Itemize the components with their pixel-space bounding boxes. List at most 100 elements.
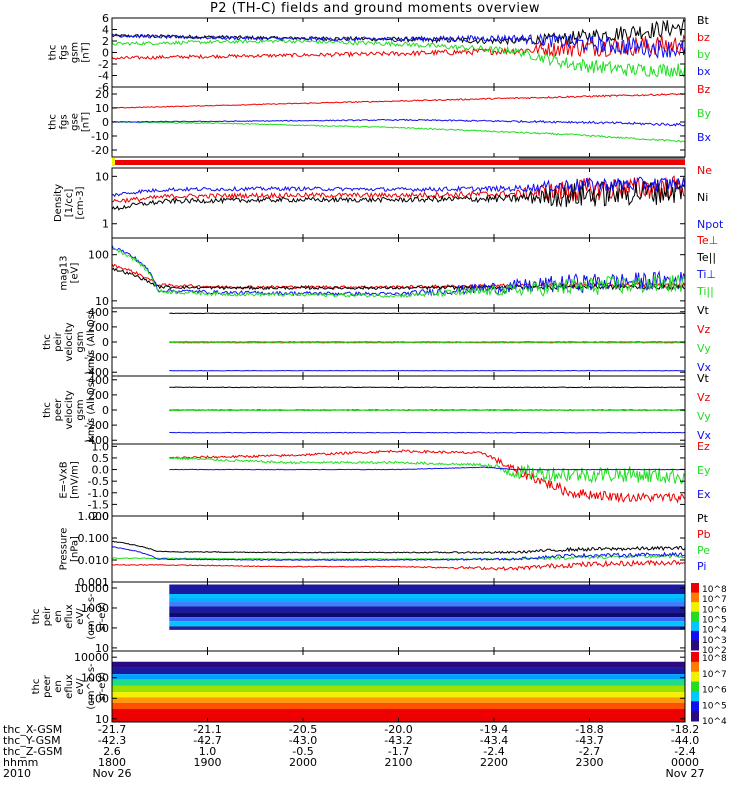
ytick-label-fgs_gsm-6: -6 [98,81,109,94]
ytick-label-density-0: 10 [95,170,109,183]
panel-pressure [111,540,686,572]
colorbar-tick-peer_en_eflux-3: 10^5 [702,701,727,711]
series-line-pressure-0 [111,540,686,554]
ylabel-density-0: Density [53,184,64,222]
axis-row-label-0: thc_X-GSM [3,723,62,736]
legend-fgs_gsm-2: by [697,48,711,61]
ytick-label-peir_velocity-4: -400 [84,366,109,379]
ylabel-peer_en_eflux-6: sr-eV) [97,672,108,701]
axis-value-3-5: 2300 [576,756,604,769]
axis-value-2-3: -1.7 [388,745,409,758]
axis-value-3-3: 2100 [385,756,413,769]
ytick-label-peir_velocity-0: 400 [88,306,109,319]
ytick-label-density-1: 1 [102,218,109,231]
heatmap-band [112,702,685,710]
ytick-label-efield-5: -1.5 [88,498,109,511]
ytick-label-peir_en_eflux-0: 10000 [74,582,109,595]
ytick-label-peer_velocity-2: 0 [102,404,109,417]
heatmap-band [112,697,685,703]
ytick-label-temperature-1: 10 [95,295,109,308]
panel-frame [111,86,686,158]
axis-value-3-2: 2000 [289,756,317,769]
legend-peir_velocity-0: Vt [697,304,710,317]
heatmap-band [169,612,686,618]
heatmap-band [112,709,685,722]
ylabel-peir_velocity-2: velocity [64,322,75,361]
ylabel-fgs_gsm-1: fgs [59,45,70,60]
series-line-density-1 [111,179,686,211]
legend-efield-2: Ex [697,488,711,501]
ylabel-peir_velocity-0: thc [42,334,53,350]
ytick-label-fgs_gsm-3: 0 [102,47,109,60]
legend-fgs_gse_smoothed-1: By [697,107,712,120]
legend-peer_velocity-1: Vz [697,391,711,404]
ytick-label-efield-1: 0.5 [92,452,110,465]
series-line-fgs_gsm-0 [111,18,686,46]
legend-density-1: Ni [697,191,708,204]
axis-value-2-0: 2.6 [103,745,121,758]
ytick-label-pressure-3: 0.001 [78,576,110,589]
ylabel-peir_en_eflux-4: eV/ [75,608,86,625]
ytick-label-peir_en_eflux-1: 1000 [81,602,109,615]
series-line-efield-2 [169,466,686,471]
series-line-peir_velocity-2 [169,341,686,344]
ytick-label-efield-3: -0.5 [88,475,109,488]
axis-value-0-4: -19.4 [480,723,508,736]
ylabel-peer_en_eflux-0: thc [31,679,42,695]
ytick-label-temperature-0: 100 [88,249,109,262]
ylabel-peir_en_eflux-3: eflux [64,604,75,629]
ylabel-temperature-1: [eV] [70,263,81,284]
heatmap-band [112,661,685,668]
ylabel-peir_en_eflux-6: sr-eV) [97,602,108,631]
ytick-label-peer_velocity-1: 200 [88,389,109,402]
axis-value-1-2: -43.0 [289,734,317,747]
series-line-peer_velocity-2 [169,409,686,412]
ytick-label-fgs_gse_smoothed-4: -20 [91,144,109,157]
colorbar-swatch [691,652,699,663]
heatmap-band [169,621,686,627]
ylabel-peir_velocity-3: gsm [75,331,86,352]
ytick-label-fgs_gse_smoothed-1: 10 [95,102,109,115]
axis-value-3-6: 0000 [671,756,699,769]
ytick-label-peer_en_eflux-1: 1000 [81,672,109,685]
colorbar-tick-peir_en_eflux-3: 10^5 [702,616,727,626]
axis-row-label-1: thc_Y-GSM [3,734,61,747]
legend-peer_velocity-3: Vx [697,429,712,442]
heatmap-band [112,692,685,698]
ylabel-peir_en_eflux-5: (cm^2-s- [86,593,97,640]
ytick-label-fgs_gsm-4: -2 [98,58,109,71]
axis-value-2-6: -2.4 [674,745,695,758]
axis-date-end: Nov 27 [666,767,705,780]
legend-pressure-3: Pi [697,560,706,573]
legend-fgs_gsm-0: Bt [697,14,710,27]
axis-value-3-4: 2200 [480,756,508,769]
ytick-label-pressure-1: 0.100 [78,532,110,545]
ylabel-pressure-1: [nPa] [70,536,81,562]
axis-value-1-3: -43.2 [384,734,412,747]
axis-value-0-2: -20.5 [289,723,317,736]
legend-temperature-2: Ti⊥ [696,268,716,281]
heatmap-band [112,674,685,680]
legend-peir_velocity-2: Vy [697,342,711,355]
ylabel-fgs_gse_smoothed-0: thc [48,114,59,130]
colorbar-tick-peir_en_eflux-2: 10^6 [702,605,727,615]
ytick-label-peer_velocity-4: -400 [84,434,109,447]
legend-efield-1: Ey [697,464,711,477]
ytick-label-fgs_gse_smoothed-3: -10 [91,130,109,143]
legend-fgs_gsm-3: bx [697,65,711,78]
plot-title: P2 (TH-C) fields and ground moments over… [209,1,541,16]
axis-value-0-0: -21.7 [98,723,126,736]
axis-value-3-1: 1900 [194,756,222,769]
series-line-temperature-1 [111,267,686,291]
ylabel-efield-0: E=-VxB [59,461,70,498]
region-bar-marks [518,157,685,160]
ytick-label-peer_velocity-0: 400 [88,374,109,387]
ylabel-density-2: [cm-3] [75,186,86,219]
panel-frame [111,443,686,517]
series-line-pressure-3 [111,545,686,561]
region-bar [115,160,685,165]
ylabel-fgs_gsm-0: thc [48,45,59,61]
heatmap-band [169,626,686,630]
axis-value-0-3: -20.0 [384,723,412,736]
